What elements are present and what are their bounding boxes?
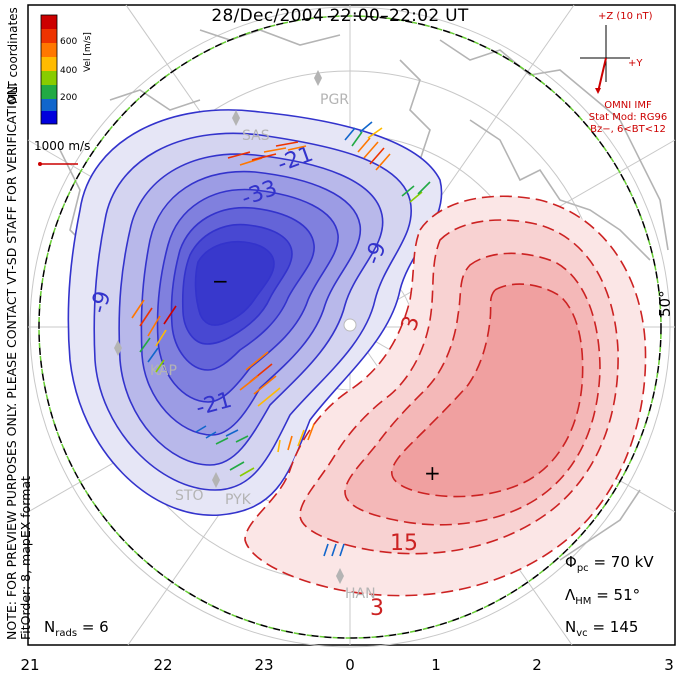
mlt-axis-label: 23 <box>254 656 274 674</box>
imf-condition: Bz−, 6<BT<12 <box>590 124 666 135</box>
lambda-hm-sub: HM <box>575 596 592 607</box>
radar-label-sas: SAS <box>242 128 270 144</box>
vector-cluster <box>401 181 431 203</box>
nrads-value: = 6 <box>81 618 109 636</box>
imf-dial <box>580 25 630 94</box>
radar-count: Nrads = 6 <box>44 618 109 639</box>
radar-marker <box>336 568 344 584</box>
mlt-axis-label: 22 <box>153 656 173 674</box>
cross-polar-potential: Φpc = 70 kV <box>565 553 654 574</box>
reference-vector <box>38 162 78 166</box>
velocity-tick: 200 <box>60 93 78 103</box>
map-title: 28/Dec/2004 22:00–22:02 UT <box>211 6 469 26</box>
vector-cluster <box>195 425 255 477</box>
vector-cluster <box>344 121 391 171</box>
nvc-value: = 145 <box>592 618 639 636</box>
radar-marker <box>114 340 122 356</box>
hmb-latitude: ΛHM = 51° <box>565 586 640 607</box>
velocity-tick: 600 <box>60 37 78 47</box>
imf-info: OMNI IMF Stat Mod: RG96 Bz−, 6<BT<12 <box>578 100 678 136</box>
nvc-symbol: N <box>565 618 577 636</box>
lambda-hm-value: = 51° <box>596 586 641 604</box>
radar-label-han: HAN <box>345 586 376 602</box>
velocity-tick: 400 <box>60 66 78 76</box>
positive-cell <box>244 195 647 597</box>
potential-min-marker: − <box>212 269 229 293</box>
mlt-axis-label: 2 <box>532 656 542 674</box>
radar-marker <box>212 472 220 488</box>
radar-label-sto: STO <box>175 488 203 504</box>
preview-note: NOTE: FOR PREVIEW PURPOSES ONLY. PLEASE … <box>4 82 33 640</box>
radar-station-labels: PGR SAS KAP STO PYK HAN <box>150 92 376 602</box>
reference-vector-label: 1000 m/s <box>34 139 91 153</box>
hmb-boundary-green <box>38 15 662 639</box>
nrads-symbol: N <box>44 618 56 636</box>
velocity-color-scale <box>40 14 58 125</box>
latitude-label: 50° <box>656 290 674 317</box>
vector-cluster <box>131 299 177 373</box>
radar-label-pgr: PGR <box>320 92 349 108</box>
vector-cluster <box>277 423 315 453</box>
negative-cell <box>67 109 443 516</box>
imf-z-label: +Z (10 nT) <box>598 11 653 22</box>
imf-source: OMNI IMF <box>604 100 652 111</box>
mlt-coordinates-label: MLT coordinates <box>6 7 20 104</box>
radar-marker <box>314 70 322 86</box>
phi-pc-sub: pc <box>576 563 589 574</box>
vector-cluster <box>323 543 345 557</box>
pole-marker <box>343 318 357 332</box>
mlt-axis-label: 1 <box>431 656 441 674</box>
vector-cluster <box>239 351 281 407</box>
phi-pc-value: = 70 kV <box>593 553 654 571</box>
vector-cluster <box>227 141 307 166</box>
mlt-axis-label: 0 <box>345 656 355 674</box>
radar-label-kap: KAP <box>150 363 177 379</box>
contour-label: 3 <box>370 596 384 621</box>
mlt-axis-label: 21 <box>20 656 40 674</box>
nrads-sub: rads <box>55 628 78 639</box>
radar-label-pyk: PYK <box>225 492 252 508</box>
potential-max-marker: + <box>424 461 441 485</box>
vector-count: Nvc = 145 <box>565 618 638 639</box>
contour-label: 15 <box>390 531 418 556</box>
radar-marker <box>232 110 240 126</box>
imf-stat-mod: Stat Mod: RG96 <box>588 112 668 123</box>
lambda-hm-symbol: Λ <box>565 586 576 604</box>
phi-pc-symbol: Φ <box>565 553 577 571</box>
mlt-axis-label: 3 <box>664 656 674 674</box>
imf-y-label: +Y <box>628 58 643 69</box>
imf-vector <box>597 57 607 93</box>
velocity-vectors <box>131 121 431 557</box>
preview-note-line1: NOTE: FOR PREVIEW PURPOSES ONLY. PLEASE … <box>4 82 19 640</box>
plot-frame <box>27 4 676 646</box>
radar-stations <box>114 70 344 584</box>
velocity-unit-label: Vel [m/s] <box>83 32 93 72</box>
nvc-sub: vc <box>576 628 588 639</box>
fit-order-note: FitOrder: 8, mapEX format <box>18 476 33 640</box>
